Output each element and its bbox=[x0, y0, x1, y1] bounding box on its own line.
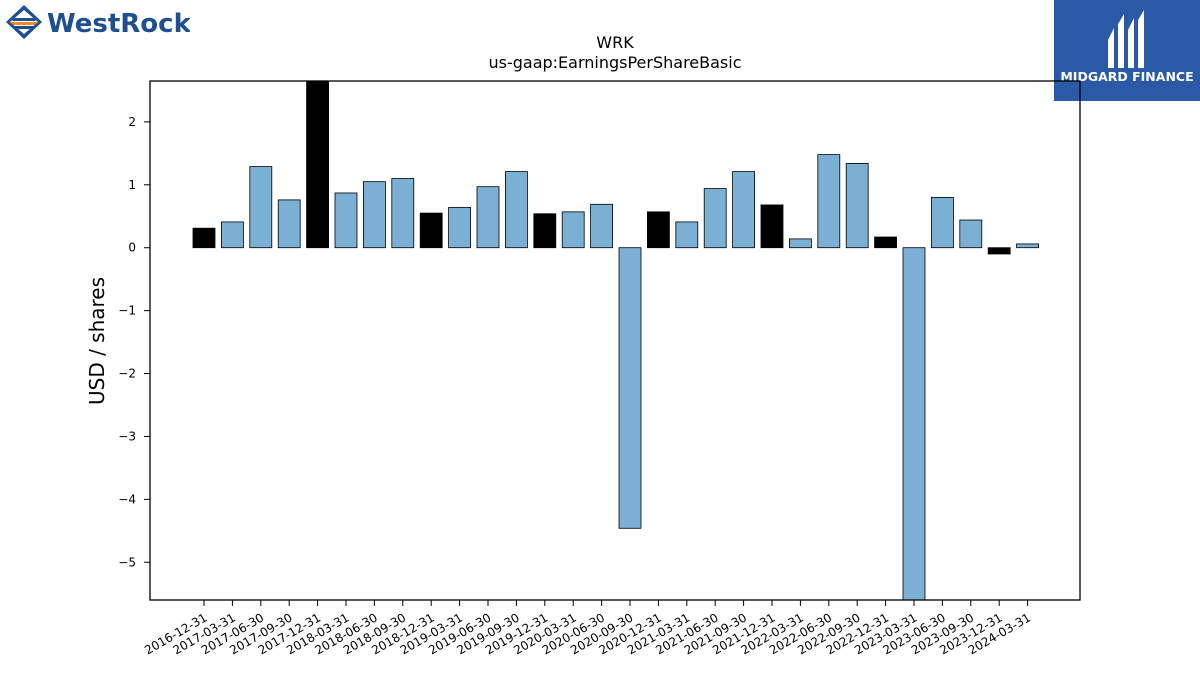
chart-subtitle: us-gaap:EarningsPerShareBasic bbox=[488, 53, 741, 72]
midgard-monogram-icon bbox=[1108, 10, 1144, 68]
bar-2019-12-31 bbox=[533, 213, 557, 249]
bar-2022-06-30 bbox=[817, 154, 841, 249]
bar-2021-12-31 bbox=[760, 204, 784, 249]
y-tick-label: −3 bbox=[118, 429, 136, 443]
chart-title: WRK bbox=[596, 33, 634, 52]
y-tick-label: 1 bbox=[128, 178, 136, 192]
x-axis-ticks: 2016-12-312017-03-312017-06-302017-09-30… bbox=[142, 600, 1033, 657]
bar-2017-06-30 bbox=[249, 166, 273, 249]
bar-2020-06-30 bbox=[590, 203, 613, 249]
westrock-diamond-icon bbox=[6, 5, 42, 39]
bar-2018-03-31 bbox=[334, 192, 358, 249]
bar-2020-09-30 bbox=[618, 247, 642, 529]
westrock-logo: WestRock bbox=[0, 0, 192, 50]
bars-group bbox=[192, 80, 1039, 601]
bar-2020-12-31 bbox=[647, 211, 670, 249]
bar-2021-03-31 bbox=[675, 221, 699, 249]
midgard-finance-logo: MIDGARD FINANCE bbox=[1054, 0, 1200, 101]
bar-2018-06-30 bbox=[362, 181, 386, 249]
plot-frame bbox=[149, 80, 1081, 601]
bar-2019-06-30 bbox=[476, 186, 500, 249]
bar-2021-09-30 bbox=[732, 171, 755, 249]
y-tick-label: 2 bbox=[128, 115, 136, 129]
bar-2021-06-30 bbox=[703, 188, 727, 249]
y-tick-label: −4 bbox=[118, 492, 136, 506]
y-tick-label: −2 bbox=[118, 367, 136, 381]
bar-2017-09-30 bbox=[277, 199, 301, 249]
bar-2022-12-31 bbox=[874, 236, 897, 249]
y-axis-ticks: 2 1 0 −1 −2 −3 −4 −5 bbox=[118, 115, 150, 569]
bar-2017-03-31 bbox=[220, 221, 244, 249]
bar-2017-12-31 bbox=[306, 80, 330, 249]
bar-2023-06-30 bbox=[931, 196, 954, 249]
bar-2020-03-31 bbox=[561, 211, 585, 249]
y-tick-label: −5 bbox=[118, 555, 136, 569]
bar-2023-03-31 bbox=[902, 247, 926, 601]
bar-2016-12-31 bbox=[192, 227, 216, 249]
y-axis-label: USD / shares bbox=[85, 277, 109, 405]
bar-2019-03-31 bbox=[448, 207, 472, 249]
bar-2022-09-30 bbox=[845, 163, 869, 249]
bar-2024-03-31 bbox=[1016, 243, 1039, 249]
bar-2022-03-31 bbox=[789, 238, 812, 249]
midgard-wordmark: MIDGARD FINANCE bbox=[1060, 69, 1193, 84]
bar-2023-09-30 bbox=[959, 219, 983, 249]
bar-2019-09-30 bbox=[504, 171, 528, 249]
bar-2018-09-30 bbox=[391, 178, 415, 249]
bar-2023-12-31 bbox=[987, 247, 1011, 255]
y-tick-label: −1 bbox=[118, 304, 136, 318]
westrock-wordmark: WestRock bbox=[47, 9, 190, 39]
y-tick-label: 0 bbox=[128, 241, 136, 255]
bar-2018-12-31 bbox=[419, 212, 443, 249]
